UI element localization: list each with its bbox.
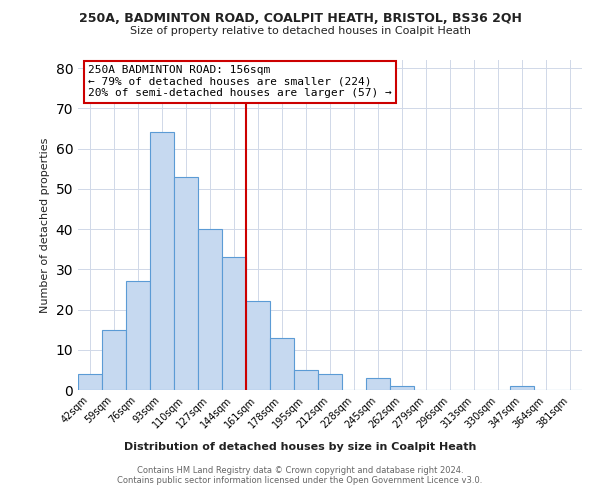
Text: Contains HM Land Registry data © Crown copyright and database right 2024.
Contai: Contains HM Land Registry data © Crown c… <box>118 466 482 485</box>
Bar <box>174 176 198 390</box>
Bar <box>270 338 294 390</box>
Bar <box>78 374 102 390</box>
Bar <box>150 132 174 390</box>
Bar <box>246 302 270 390</box>
Bar <box>294 370 318 390</box>
Bar <box>366 378 390 390</box>
Text: 250A BADMINTON ROAD: 156sqm
← 79% of detached houses are smaller (224)
20% of se: 250A BADMINTON ROAD: 156sqm ← 79% of det… <box>88 65 392 98</box>
Bar <box>198 229 222 390</box>
Bar <box>510 386 534 390</box>
Y-axis label: Number of detached properties: Number of detached properties <box>40 138 50 312</box>
Bar <box>102 330 126 390</box>
Bar <box>390 386 414 390</box>
Text: Distribution of detached houses by size in Coalpit Heath: Distribution of detached houses by size … <box>124 442 476 452</box>
Text: Size of property relative to detached houses in Coalpit Heath: Size of property relative to detached ho… <box>130 26 470 36</box>
Text: 250A, BADMINTON ROAD, COALPIT HEATH, BRISTOL, BS36 2QH: 250A, BADMINTON ROAD, COALPIT HEATH, BRI… <box>79 12 521 26</box>
Bar <box>126 282 150 390</box>
Bar <box>318 374 342 390</box>
Bar <box>222 257 246 390</box>
